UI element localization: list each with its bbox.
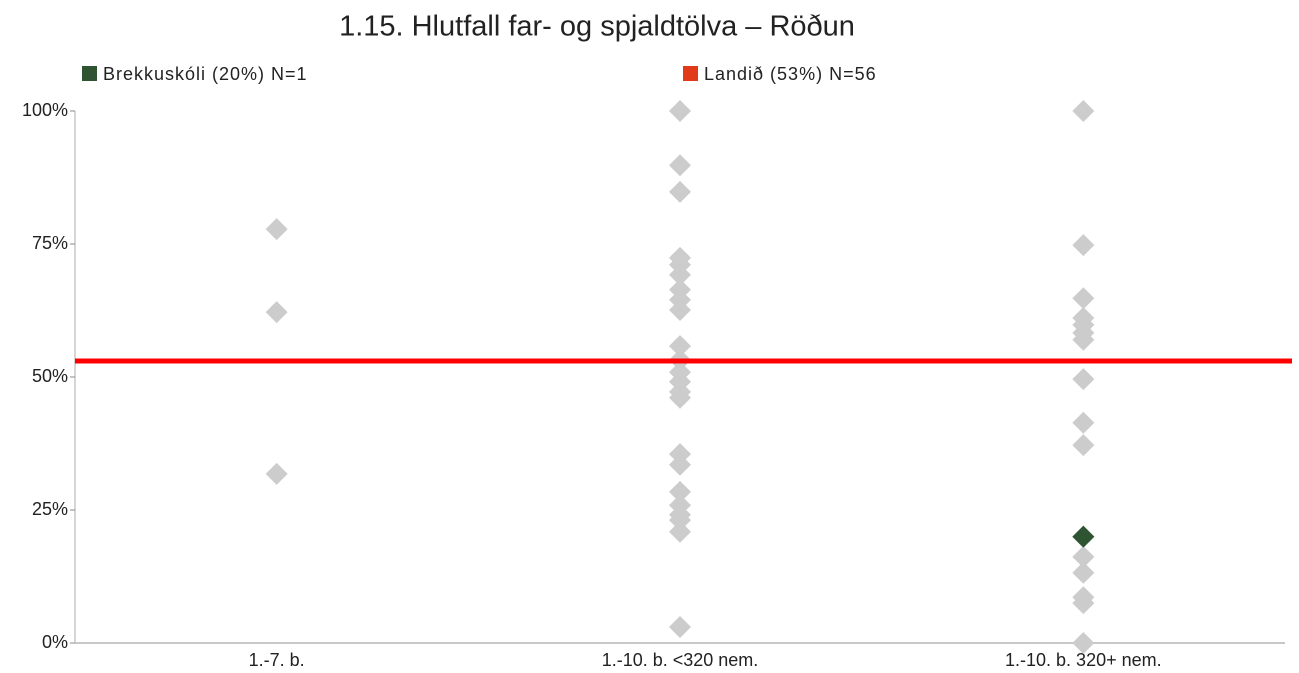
point xyxy=(1072,328,1095,351)
chart-title: 1.15. Hlutfall far- og spjaldtölva – Röð… xyxy=(339,11,855,43)
point xyxy=(669,520,691,543)
point xyxy=(1072,411,1095,434)
highlight-point xyxy=(1072,525,1095,548)
y-tick-label: 100% xyxy=(22,100,68,120)
point xyxy=(1072,561,1095,584)
point xyxy=(669,100,691,122)
point xyxy=(669,335,691,358)
x-tick-label: 1.-10. b. 320+ nem. xyxy=(1005,650,1162,670)
point xyxy=(669,453,691,476)
point xyxy=(669,263,691,286)
point xyxy=(669,480,691,503)
point xyxy=(1072,368,1095,391)
x-tick-label: 1.-10. b. <320 nem. xyxy=(602,650,759,670)
point xyxy=(265,218,288,241)
point xyxy=(1072,632,1095,654)
point xyxy=(669,180,691,203)
legend-swatch xyxy=(82,66,97,81)
y-tick-label: 75% xyxy=(32,233,68,253)
point xyxy=(265,301,288,324)
point xyxy=(1072,287,1095,310)
point xyxy=(669,386,691,409)
point xyxy=(1072,100,1095,122)
legend-label: Brekkuskóli (20%) N=1 xyxy=(103,64,308,84)
point xyxy=(669,298,691,321)
point xyxy=(1072,434,1095,457)
point xyxy=(1072,592,1095,615)
legend-label: Landið (53%) N=56 xyxy=(704,64,877,84)
y-tick-label: 25% xyxy=(32,499,68,519)
legend-swatch xyxy=(683,66,698,81)
point xyxy=(1072,545,1095,568)
point xyxy=(669,154,691,177)
point xyxy=(265,462,288,485)
y-tick-label: 0% xyxy=(42,632,68,652)
point xyxy=(669,509,691,532)
point xyxy=(669,616,691,639)
y-tick-label: 50% xyxy=(32,366,68,386)
x-tick-label: 1.-7. b. xyxy=(249,650,305,670)
point xyxy=(1072,234,1095,257)
